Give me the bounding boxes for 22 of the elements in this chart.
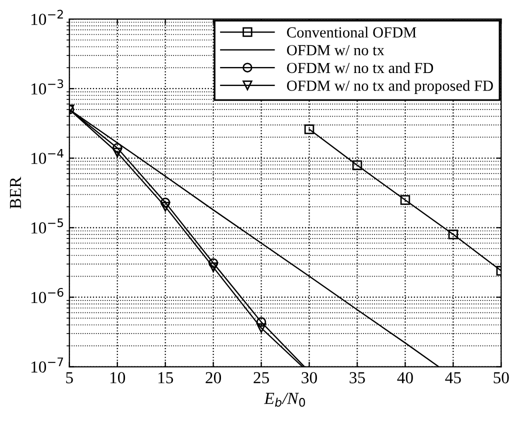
y-tick-label: 10$^{−5}$ bbox=[31, 218, 64, 234]
x-tick-label: 20 bbox=[206, 372, 222, 384]
legend-label: OFDM w/ no tx bbox=[287, 45, 384, 56]
y-tick-label: 10$^{−7}$ bbox=[31, 358, 64, 373]
x-tick-label: 10 bbox=[110, 372, 126, 384]
x-tick-label: 40 bbox=[397, 372, 413, 384]
x-tick-label: 30 bbox=[302, 372, 317, 384]
legend-label: OFDM w/ no tx and proposed FD bbox=[287, 80, 493, 94]
y-tick-label: 10$^{−4}$ bbox=[31, 148, 64, 164]
y-tick-label: 10$^{−2}$ bbox=[31, 10, 63, 26]
x-tick-label: 5 bbox=[66, 372, 73, 384]
legend-label: OFDM w/ no tx and FD bbox=[287, 62, 434, 74]
x-tick-label: 50 bbox=[494, 372, 509, 384]
y-tick-label: 10$^{−3}$ bbox=[31, 79, 64, 95]
x-axis-title: E$_{b}$/N$_{0}$ bbox=[264, 392, 306, 407]
y-tick-label: 10$^{−6}$ bbox=[31, 288, 64, 304]
x-tick-label: 45 bbox=[445, 372, 461, 384]
x-tick-label: 15 bbox=[158, 372, 174, 384]
y-axis-title: BER bbox=[10, 176, 21, 209]
x-tick-label: 25 bbox=[254, 372, 269, 384]
legend-label: Conventional OFDM bbox=[287, 26, 416, 38]
x-tick-label: 35 bbox=[350, 372, 365, 384]
